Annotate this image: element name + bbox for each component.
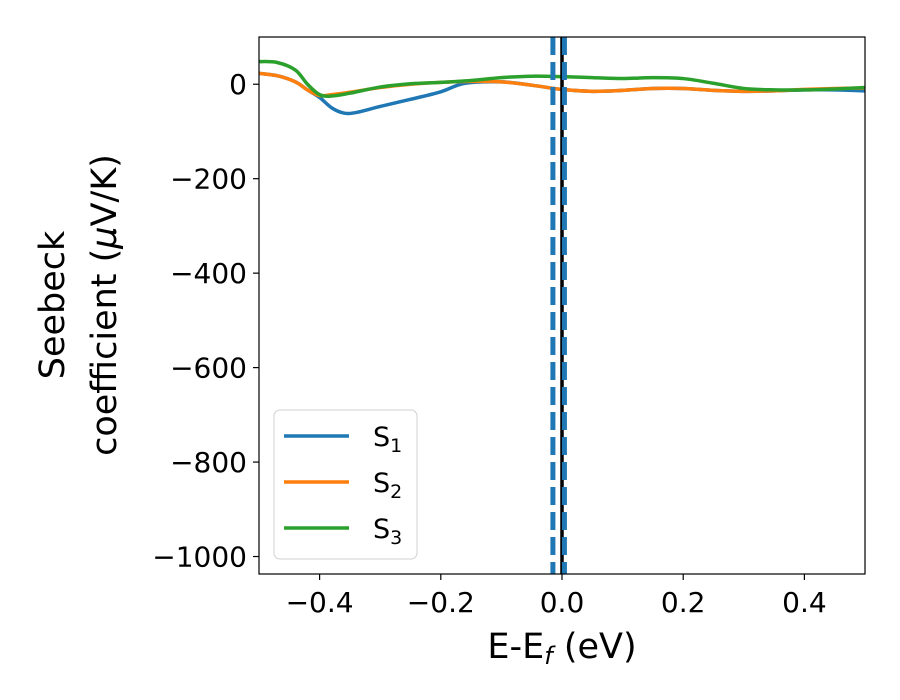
x-tick-label: 0.0 (540, 586, 585, 619)
y-tick-label: 0 (229, 68, 247, 101)
legend-label-s1: S1 (373, 422, 402, 457)
vline-layer (550, 37, 567, 574)
legend-box (273, 409, 418, 560)
x-tick-label: 0.4 (782, 586, 827, 619)
y-tick-label: −200 (170, 163, 247, 196)
y-axis-ticks: 0 −200 −400 −600 −800 −1000 (152, 68, 259, 574)
x-axis-ticks: −0.4 −0.2 0.0 0.2 0.4 (286, 574, 827, 619)
y-tick-label: −600 (170, 352, 247, 385)
y-axis-label-line2: coefficient (μV/K) (85, 154, 125, 456)
legend: S1 S2 S3 (273, 409, 418, 560)
y-axis-label-line1: Seebeck (33, 230, 73, 379)
x-tick-label: 0.2 (661, 586, 706, 619)
x-tick-label: −0.4 (286, 586, 354, 619)
x-tick-label: −0.2 (407, 586, 475, 619)
y-tick-label: −800 (170, 446, 247, 479)
y-axis-label: Seebeck coefficient (μV/K) (33, 154, 125, 456)
y-tick-label: −400 (170, 257, 247, 290)
x-axis-label: E-Ef (eV) (487, 627, 636, 670)
series-layer (259, 59, 865, 116)
legend-label-s3: S3 (373, 514, 402, 549)
legend-label-s2: S2 (373, 468, 402, 503)
series-line-s3 (259, 59, 865, 98)
y-tick-label: −1000 (152, 541, 247, 574)
